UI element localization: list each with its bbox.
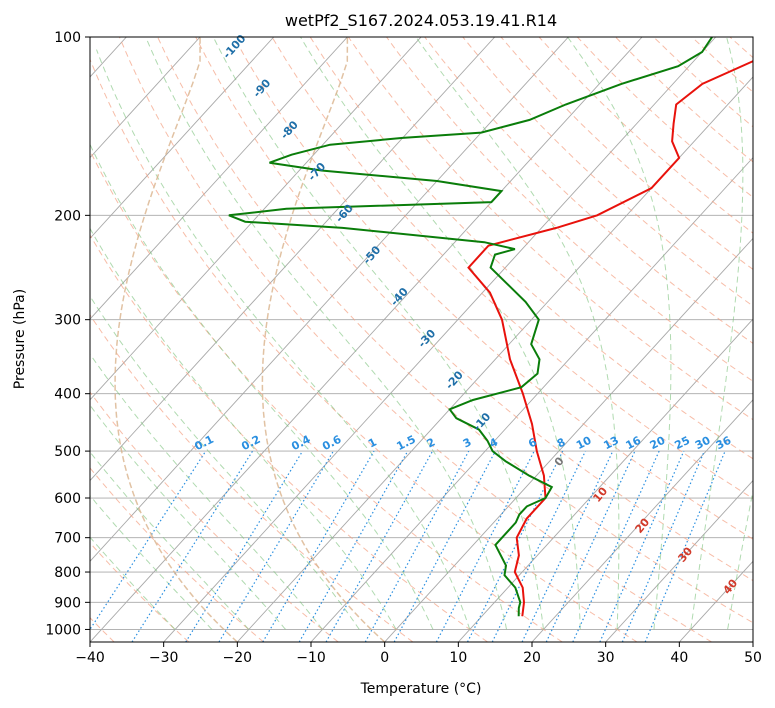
- mixing-ratio-line: [572, 450, 660, 642]
- mixing-ratio-line: [298, 450, 409, 642]
- mixing-ratio-line: [131, 450, 254, 642]
- moist-adiabat-line: [90, 353, 323, 630]
- isotherm-line: [384, 237, 753, 642]
- y-tick-label: 200: [54, 208, 81, 224]
- y-tick-label: 900: [54, 595, 81, 611]
- dry-adiabat-line: [90, 234, 488, 642]
- isotherm-line: [458, 318, 753, 642]
- mixing-ratio-line: [364, 450, 470, 642]
- mixing-ratio-line: [599, 450, 685, 642]
- reference-curve: [261, 37, 386, 642]
- moist-adiabat-line: [90, 227, 397, 630]
- moist-adiabat-line: [90, 494, 213, 630]
- moist-adiabat-line: [90, 143, 434, 630]
- dry-adiabat-line: [90, 542, 190, 642]
- mixing-ratio-label: 16: [624, 434, 644, 453]
- moist-adiabat-line: [212, 37, 544, 630]
- temperature-profile: [467, 60, 753, 617]
- dry-adiabat-line: [271, 37, 753, 500]
- x-tick-label: −20: [223, 650, 253, 666]
- mixing-ratio-line: [262, 450, 375, 642]
- dewpoint-profile: [228, 37, 713, 617]
- moist-adiabat-line: [145, 37, 508, 630]
- y-tick-label: 700: [54, 531, 81, 547]
- y-tick-label: 300: [54, 313, 81, 329]
- mixing-ratio-label: 13: [601, 434, 621, 453]
- mixing-ratio-label: 20: [648, 434, 668, 453]
- y-tick-label: 800: [54, 565, 81, 581]
- mixing-ratio-line: [218, 450, 334, 642]
- mixing-ratio-label: 25: [672, 434, 692, 453]
- mixing-ratio-line: [521, 450, 614, 642]
- dry-adiabat-line: [90, 149, 563, 642]
- isotherm-line: [90, 37, 422, 401]
- mixing-ratio-line: [621, 450, 705, 642]
- plot-background: [90, 37, 753, 642]
- isotherm-line: [90, 37, 275, 240]
- isotherm-line: [163, 37, 717, 642]
- y-tick-label: 400: [54, 387, 81, 403]
- y-tick-label: 600: [54, 491, 81, 507]
- x-tick-label: −30: [149, 650, 179, 666]
- dry-adiabat-line: [118, 37, 712, 642]
- isotherm-line: [90, 37, 348, 320]
- x-tick-label: 30: [597, 650, 615, 666]
- dry-adiabat-line: [386, 37, 753, 382]
- chart-title: wetPf2_S167.2024.053.19.41.R14: [285, 11, 557, 31]
- x-tick-label: 40: [670, 650, 688, 666]
- isotherm-line: [752, 641, 753, 642]
- x-tick-label: 50: [744, 650, 762, 666]
- y-axis-label: Pressure (hPa): [12, 289, 28, 389]
- dry-adiabat-line: [768, 37, 775, 642]
- mixing-ratio-label: 10: [574, 434, 594, 453]
- isotherm-line: [90, 37, 569, 562]
- y-tick-label: 500: [54, 444, 81, 460]
- moist-adiabat-line: [300, 37, 581, 630]
- mixing-ratio-line: [491, 450, 586, 642]
- x-tick-label: −10: [296, 650, 326, 666]
- moist-adiabat-line: [90, 295, 360, 630]
- dry-adiabat-line: [90, 467, 264, 642]
- mixing-ratio-label: 36: [714, 434, 734, 453]
- y-tick-label: 100: [54, 30, 81, 46]
- x-tick-label: 10: [449, 650, 467, 666]
- y-tick-label: 1000: [45, 622, 81, 638]
- moist-adiabat-line: [90, 404, 286, 630]
- x-tick-label: −40: [75, 650, 105, 666]
- x-tick-label: 0: [380, 650, 389, 666]
- moist-adiabat-line: [567, 37, 672, 630]
- dry-adiabat-line: [309, 37, 753, 460]
- dry-adiabat-line: [233, 37, 753, 540]
- dry-adiabat-line: [347, 37, 753, 421]
- moist-adiabat-line: [96, 49, 471, 630]
- dry-adiabat-line: [90, 58, 638, 642]
- mixing-ratio-line: [393, 450, 496, 642]
- moist-adiabat-line: [727, 488, 753, 630]
- isotherm-line: [605, 479, 753, 642]
- reference-curve: [114, 37, 238, 642]
- mixing-ratio-label: 30: [693, 434, 713, 453]
- isotherm-line: [237, 76, 753, 642]
- moist-adiabat-line: [90, 451, 250, 630]
- mixing-ratio-line: [545, 450, 636, 642]
- x-axis-label: Temperature (°C): [360, 681, 482, 697]
- moist-adiabat-line: [415, 37, 620, 630]
- moist-adiabat-line: [690, 37, 744, 630]
- plot-frame: [89, 36, 754, 643]
- dry-adiabat-line: [195, 37, 753, 582]
- isotherm-line: [531, 399, 753, 642]
- isotherm-line: [90, 37, 201, 159]
- isotherm-line: [90, 37, 643, 642]
- x-tick-label: 20: [523, 650, 541, 666]
- mixing-ratio-line: [644, 450, 726, 642]
- mixing-ratio-line: [325, 450, 434, 642]
- dry-adiabat-line: [157, 37, 753, 624]
